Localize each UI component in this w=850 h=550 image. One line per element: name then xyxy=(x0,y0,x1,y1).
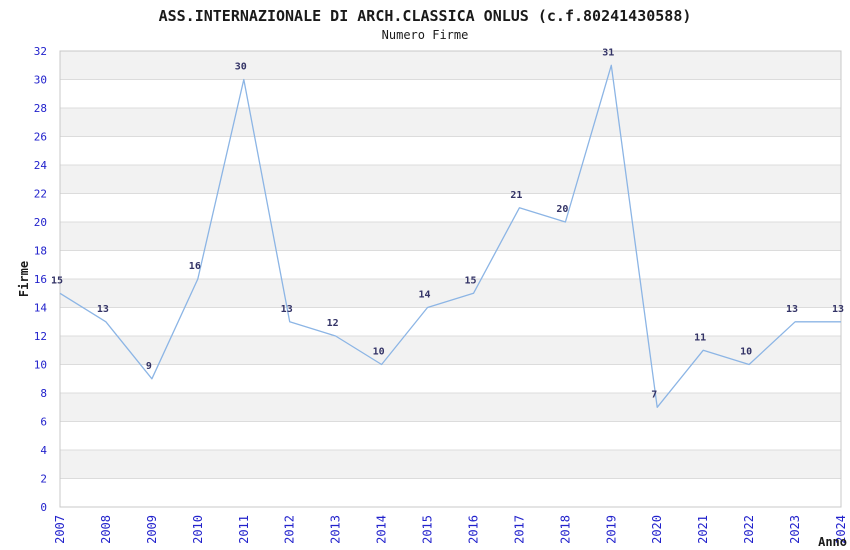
x-tick-label: 2017 xyxy=(512,515,526,544)
y-tick-label: 24 xyxy=(34,159,48,172)
y-tick-label: 14 xyxy=(34,302,48,315)
x-tick-label: 2016 xyxy=(466,515,480,544)
point-label: 31 xyxy=(602,47,614,58)
point-label: 14 xyxy=(419,290,431,301)
point-label: 13 xyxy=(832,304,844,315)
x-tick-label: 2019 xyxy=(604,515,618,544)
band-stripe xyxy=(60,165,841,194)
point-label: 15 xyxy=(464,275,476,286)
y-tick-label: 0 xyxy=(40,501,47,514)
point-label: 12 xyxy=(327,318,339,329)
x-tick-label: 2018 xyxy=(558,515,572,544)
x-tick-label: 2010 xyxy=(191,515,205,544)
y-tick-label: 26 xyxy=(34,131,47,144)
y-tick-label: 32 xyxy=(34,45,47,58)
point-label: 15 xyxy=(51,275,63,286)
x-tick-label: 2024 xyxy=(834,515,848,544)
point-label: 30 xyxy=(235,62,247,73)
x-tick-label: 2011 xyxy=(237,515,251,544)
series-line xyxy=(59,64,841,408)
point-label: 13 xyxy=(281,304,293,315)
point-label: 16 xyxy=(189,261,201,272)
x-tick-label: 2013 xyxy=(329,515,343,544)
band-stripe xyxy=(60,279,841,308)
x-tick-label: 2007 xyxy=(53,515,67,544)
chart-title: ASS.INTERNAZIONALE DI ARCH.CLASSICA ONLU… xyxy=(158,7,692,25)
y-tick-label: 22 xyxy=(34,188,47,201)
point-label: 20 xyxy=(556,204,568,215)
chart-subtitle: Numero Firme xyxy=(381,28,469,42)
x-tick-label: 2015 xyxy=(421,515,435,544)
band-stripe xyxy=(60,51,841,80)
x-tick-label: 2020 xyxy=(650,515,664,544)
y-tick-label: 18 xyxy=(34,245,47,258)
y-tick-label: 30 xyxy=(34,74,47,87)
band-stripe xyxy=(60,393,841,422)
y-tick-label: 8 xyxy=(40,387,47,400)
point-label: 13 xyxy=(786,304,798,315)
point-label: 11 xyxy=(694,332,706,343)
band-stripe xyxy=(60,222,841,251)
band-stripe xyxy=(60,108,841,137)
y-tick-label: 16 xyxy=(34,273,47,286)
point-label: 21 xyxy=(510,190,522,201)
band-stripe xyxy=(60,336,841,365)
y-tick-label: 20 xyxy=(34,216,47,229)
y-tick-label: 12 xyxy=(34,330,47,343)
point-label: 7 xyxy=(651,389,657,400)
point-label: 10 xyxy=(373,347,385,358)
x-tick-label: 2008 xyxy=(99,515,113,544)
x-tick-label: 2014 xyxy=(375,515,389,544)
point-label: 13 xyxy=(97,304,109,315)
x-axis-title: Anno xyxy=(818,535,847,549)
x-tick-label: 2009 xyxy=(145,515,159,544)
y-tick-label: 10 xyxy=(34,359,47,372)
y-axis-title: Firme xyxy=(17,261,31,297)
x-tick-label: 2023 xyxy=(788,515,802,544)
x-tick-label: 2021 xyxy=(696,515,710,544)
band-stripe xyxy=(60,450,841,479)
y-tick-label: 4 xyxy=(40,444,47,457)
x-tick-label: 2022 xyxy=(742,515,756,544)
point-label: 10 xyxy=(740,347,752,358)
y-tick-label: 28 xyxy=(34,102,47,115)
x-tick-label: 2012 xyxy=(283,515,297,544)
y-tick-label: 6 xyxy=(40,416,47,429)
plot-border xyxy=(59,50,842,508)
y-tick-label: 2 xyxy=(40,473,47,486)
point-label: 9 xyxy=(146,361,152,372)
